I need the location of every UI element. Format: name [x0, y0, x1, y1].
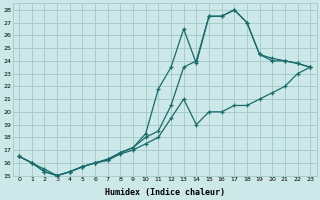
X-axis label: Humidex (Indice chaleur): Humidex (Indice chaleur)	[105, 188, 225, 197]
